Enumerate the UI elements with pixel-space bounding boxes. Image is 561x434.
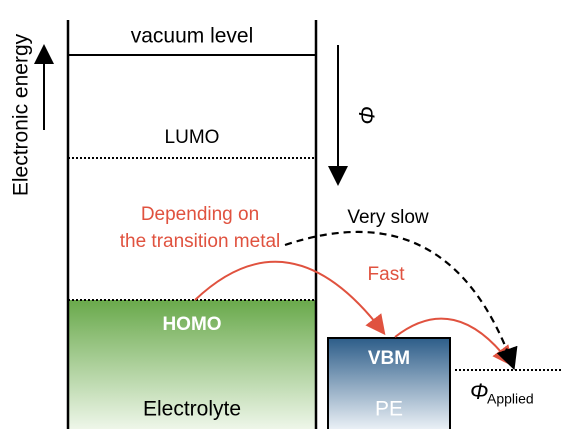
fast-label: Fast: [368, 264, 406, 285]
lumo-label: LUMO: [165, 127, 220, 148]
phi-applied: Φ: [470, 379, 488, 404]
slow-label: Very slow: [347, 207, 429, 228]
fast-arrow: [194, 260, 386, 336]
vacuum-label: vacuum level: [131, 25, 254, 48]
electrolyte-fill: [68, 300, 316, 429]
vbm-label: VBM: [368, 348, 410, 369]
pe-label: PE: [375, 398, 403, 421]
axis-label: Electronic energy: [10, 33, 33, 196]
phi-applied-sub: Applied: [487, 391, 534, 407]
phi-label: Φ: [354, 106, 379, 124]
electrolyte-label: Electrolyte: [143, 398, 241, 421]
pe-box: [327, 337, 451, 434]
depending-1: Depending on: [141, 204, 259, 225]
slow-arrow: [284, 230, 518, 371]
homo-label: HOMO: [162, 314, 221, 335]
depending-2: the transition metal: [120, 231, 281, 252]
